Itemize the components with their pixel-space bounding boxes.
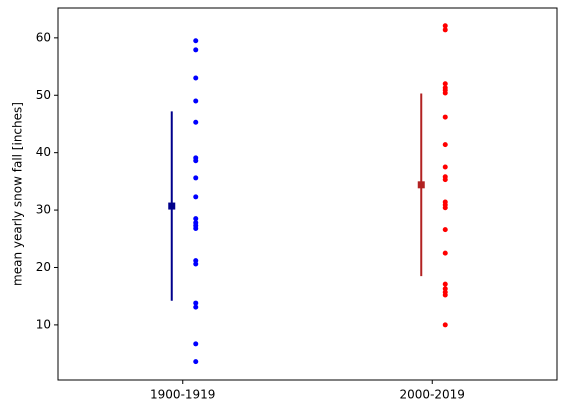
data-point	[193, 119, 199, 125]
data-point	[193, 98, 199, 104]
data-point	[193, 359, 199, 365]
data-point	[442, 23, 448, 29]
data-point	[193, 47, 199, 53]
data-point	[193, 258, 199, 264]
data-point	[442, 322, 448, 328]
plot-frame	[57, 7, 558, 381]
x-tick-label: 2000-2019	[400, 388, 465, 402]
mean-marker	[417, 181, 425, 189]
y-axis-label: mean yearly snow fall [inches]	[11, 102, 25, 286]
data-point	[193, 341, 199, 347]
data-point	[442, 114, 448, 120]
data-point	[442, 250, 448, 256]
data-point	[193, 300, 199, 306]
data-point	[193, 194, 199, 200]
y-tick-label: 50	[36, 88, 51, 102]
y-tick-label: 40	[36, 145, 51, 159]
data-point	[193, 225, 199, 231]
data-point	[442, 177, 448, 183]
data-point	[193, 261, 199, 267]
data-point	[442, 142, 448, 148]
y-tick-label: 30	[36, 203, 51, 217]
y-tick-label: 20	[36, 260, 51, 274]
data-point	[442, 227, 448, 233]
data-point	[442, 81, 448, 87]
y-tick-label: 10	[36, 317, 51, 331]
data-point	[442, 281, 448, 287]
mean-marker	[168, 202, 176, 210]
data-point	[442, 164, 448, 170]
data-point	[193, 216, 199, 222]
data-point	[193, 158, 199, 164]
data-point	[442, 205, 448, 211]
data-point	[193, 175, 199, 181]
data-point	[442, 90, 448, 96]
data-point	[193, 75, 199, 81]
data-point	[193, 304, 199, 310]
data-point	[193, 38, 199, 44]
data-point	[442, 286, 448, 292]
x-tick-label: 1900-1919	[150, 388, 215, 402]
data-point	[442, 292, 448, 298]
y-tick-label: 60	[36, 30, 51, 44]
data-point	[442, 27, 448, 33]
